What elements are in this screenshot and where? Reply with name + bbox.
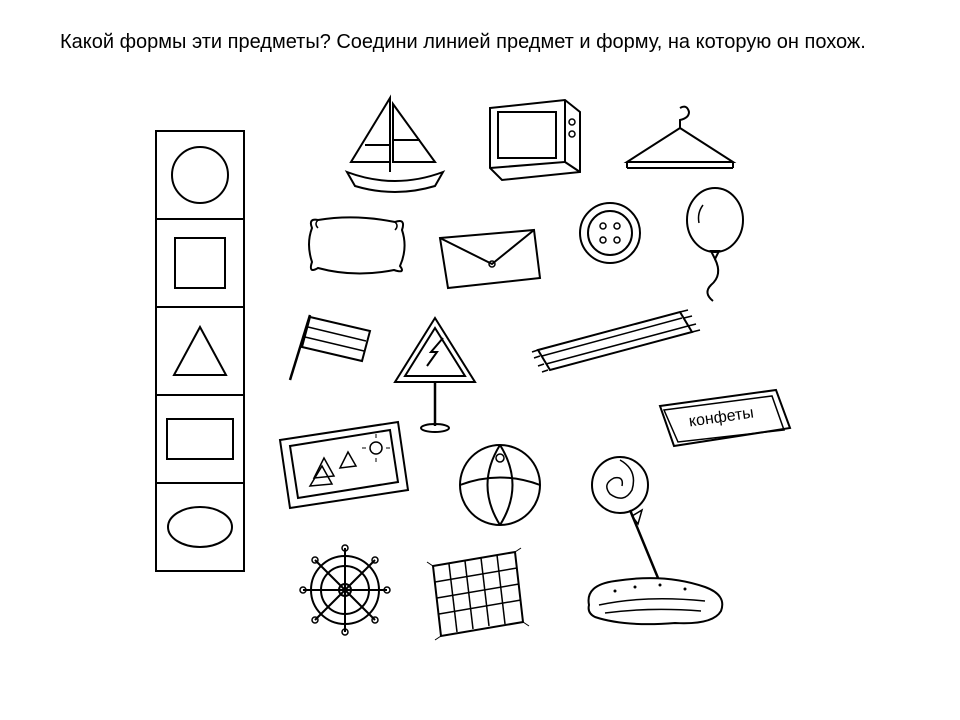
hanger-icon: [615, 100, 745, 180]
wheel-icon: [295, 540, 395, 640]
shapes-column: [155, 130, 245, 570]
pillow-icon: [300, 208, 415, 283]
shape-square: [155, 218, 245, 308]
ball-icon: [455, 440, 545, 530]
cucumber-icon: [575, 565, 735, 635]
balloon-icon: [675, 185, 755, 305]
sailboat-icon: [335, 90, 455, 200]
shape-circle: [155, 130, 245, 220]
instruction-text: Какой формы эти предметы? Соедини линией…: [60, 28, 880, 56]
napkin-icon: [415, 540, 535, 650]
envelope-icon: [430, 220, 550, 300]
shape-rectangle: [155, 394, 245, 484]
svg-text:конфеты: конфеты: [688, 405, 755, 431]
picture-icon: [270, 410, 420, 520]
scarf-icon: [520, 300, 710, 380]
button-icon: [575, 198, 645, 268]
shape-oval: [155, 482, 245, 572]
tv-icon: [480, 90, 590, 185]
shape-triangle: [155, 306, 245, 396]
candybox-icon: конфеты: [650, 380, 800, 460]
objects-area: конфеты: [280, 90, 900, 670]
flag-icon: [270, 305, 380, 395]
